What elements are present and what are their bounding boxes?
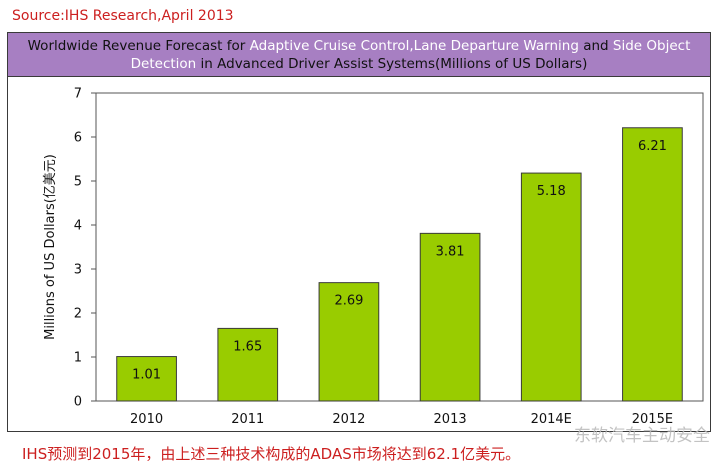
chart-title: Worldwide Revenue Forecast for Adaptive …: [8, 33, 710, 77]
y-tick-label: 4: [74, 219, 82, 234]
data-label: 2.69: [334, 294, 363, 309]
bar: [520, 172, 582, 402]
y-tick-label: 0: [74, 395, 82, 410]
x-tick-label: 2013: [434, 412, 467, 427]
source-note: Source:IHS Research,April 2013: [12, 8, 234, 24]
bar: [318, 282, 380, 402]
title-segment: and: [578, 38, 613, 54]
x-tick-label: 2011: [231, 412, 264, 427]
x-tick-label: 2014E: [531, 412, 572, 427]
y-axis-label: Millions of US Dollars(亿美元): [43, 154, 58, 340]
bar: [419, 232, 481, 402]
data-label: 1.65: [233, 339, 262, 354]
data-label: 6.21: [638, 139, 667, 154]
title-segment: Side Object Detection: [130, 38, 691, 72]
y-tick-label: 3: [74, 263, 82, 278]
x-tick-label: 2012: [332, 412, 365, 427]
y-tick-label: 2: [74, 307, 82, 322]
title-segment: Adaptive Cruise Control,Lane Departure W…: [249, 38, 579, 54]
title-segment: Worldwide Revenue Forecast for: [27, 38, 250, 54]
footer-note: IHS预测到2015年，由上述三种技术构成的ADAS市场将达到62.1亿美元。: [22, 445, 521, 463]
bar: [622, 127, 683, 402]
plot-area: [95, 92, 704, 402]
y-tick-label: 1: [74, 351, 82, 366]
bar: [217, 327, 279, 402]
data-label: 3.81: [436, 244, 465, 259]
data-label: 5.18: [537, 184, 566, 199]
x-tick-label: 2010: [130, 412, 163, 427]
title-segment: in Advanced Driver Assist Systems(Millio…: [196, 56, 588, 72]
y-tick-label: 7: [74, 87, 82, 102]
y-tick-label: 5: [74, 175, 82, 190]
x-tick-label: 2015E: [632, 412, 673, 427]
chart-frame: Worldwide Revenue Forecast for Adaptive …: [7, 32, 711, 432]
watermark-text: 东软汽车主动安全: [574, 426, 710, 446]
bar-chart: 0 1 2 3 4 5 6 7 Millions of US Dollars(亿美元) 1.01 2…: [43, 87, 704, 427]
data-label: 1.01: [132, 368, 161, 383]
bar: [116, 356, 177, 402]
y-tick-label: 6: [74, 131, 82, 146]
